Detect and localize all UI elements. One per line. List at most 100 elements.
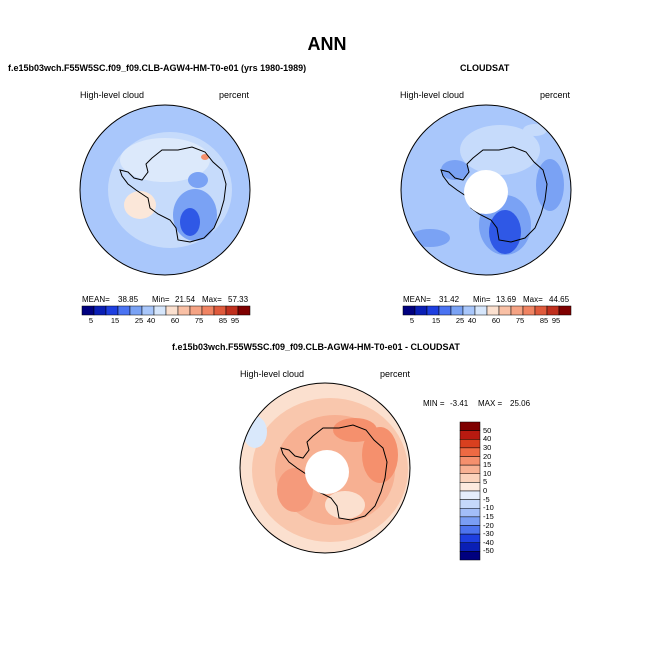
panel1-max-label: Max= bbox=[202, 295, 222, 304]
colorbar-swatch bbox=[459, 490, 481, 500]
panel1-contour-peach bbox=[124, 191, 156, 219]
panel2-max-value: 44.65 bbox=[549, 295, 570, 304]
panel3-title: f.e15b03wch.F55W5SC.f09_f09.CLB-AGW4-HM-… bbox=[172, 342, 460, 352]
colorbar-tick-label: 25 bbox=[455, 316, 465, 325]
colorbar-swatch bbox=[546, 305, 560, 316]
colorbar-swatch bbox=[129, 305, 143, 316]
panel2-mean-label: MEAN= bbox=[403, 295, 431, 304]
panel3-map-border bbox=[239, 382, 411, 554]
colorbar-swatch bbox=[459, 525, 481, 535]
colorbar-swatch bbox=[237, 305, 251, 316]
colorbar-tick-label: 95 bbox=[230, 316, 240, 325]
colorbar-swatch bbox=[402, 305, 416, 316]
panel1-contour-pale-top bbox=[120, 138, 210, 182]
colorbar-swatch bbox=[177, 305, 191, 316]
colorbar-swatch bbox=[459, 456, 481, 466]
colorbar-tick-label: 60 bbox=[170, 316, 180, 325]
panel1-variable-label: High-level cloud bbox=[80, 90, 145, 100]
colorbar-swatch bbox=[189, 305, 203, 316]
panel2-contour-west bbox=[410, 229, 450, 247]
colorbar-swatch bbox=[462, 305, 476, 316]
colorbar-swatch bbox=[474, 305, 488, 316]
colorbar-swatch bbox=[459, 421, 481, 431]
panel3-max-label: MAX = bbox=[478, 399, 503, 408]
colorbar-swatch bbox=[213, 305, 227, 316]
colorbar-swatch bbox=[459, 439, 481, 449]
panel1-contour-deep-blue bbox=[180, 208, 200, 236]
colorbar-swatch bbox=[459, 473, 481, 483]
panel3-colorbar bbox=[459, 421, 481, 561]
colorbar-tick-label: 5 bbox=[409, 316, 415, 325]
panel2-map-border bbox=[400, 104, 572, 276]
colorbar-swatch bbox=[153, 305, 167, 316]
colorbar-swatch bbox=[459, 533, 481, 543]
colorbar-tick-label: -30 bbox=[483, 529, 494, 539]
panel1-contour-small-blue bbox=[188, 172, 208, 188]
colorbar-swatch bbox=[459, 464, 481, 474]
colorbar-swatch bbox=[459, 447, 481, 457]
colorbar-swatch bbox=[558, 305, 572, 316]
colorbar-swatch bbox=[105, 305, 119, 316]
panel2-min-value: 13.69 bbox=[496, 295, 517, 304]
panel3-map bbox=[240, 383, 410, 553]
colorbar-swatch bbox=[450, 305, 464, 316]
colorbar-swatch bbox=[81, 305, 95, 316]
colorbar-swatch bbox=[459, 430, 481, 440]
panel3-contour-pale-south bbox=[325, 491, 365, 519]
colorbar-tick-label: 15 bbox=[110, 316, 120, 325]
panel3-min-value: -3.41 bbox=[450, 399, 469, 408]
colorbar-swatch bbox=[498, 305, 512, 316]
panel3-contour-orange-west bbox=[277, 468, 313, 512]
colorbar-tick-label: 60 bbox=[491, 316, 501, 325]
panel2-map bbox=[401, 105, 571, 275]
colorbar-tick-label: 15 bbox=[431, 316, 441, 325]
panel2-polar-gap bbox=[464, 170, 508, 214]
colorbar-swatch bbox=[534, 305, 548, 316]
panel1-min-value: 21.54 bbox=[175, 295, 196, 304]
colorbar-tick-label: 30 bbox=[483, 442, 492, 452]
colorbar-tick-label: 20 bbox=[483, 451, 492, 461]
colorbar-tick-label: -5 bbox=[483, 494, 490, 504]
panel2-contour-northwest bbox=[441, 160, 469, 180]
page-title: ANN bbox=[307, 34, 347, 54]
panel2-contour-pale-ne bbox=[523, 124, 547, 136]
colorbar-tick-label: -50 bbox=[483, 546, 494, 556]
panel3-variable-label: High-level cloud bbox=[240, 369, 305, 379]
colorbar-swatch bbox=[93, 305, 107, 316]
panel1-colorbar bbox=[81, 305, 251, 316]
panel3-contour-blue-nw bbox=[243, 416, 267, 448]
panel1-mean-label: MEAN= bbox=[82, 295, 110, 304]
colorbar-swatch bbox=[459, 516, 481, 526]
colorbar-swatch bbox=[510, 305, 524, 316]
panel3-polar-gap bbox=[305, 450, 349, 494]
colorbar-swatch bbox=[165, 305, 179, 316]
panel1-map bbox=[80, 105, 250, 275]
panel3-antarctica-coastline bbox=[280, 424, 388, 521]
colorbar-swatch bbox=[459, 499, 481, 509]
colorbar-tick-label: 40 bbox=[146, 316, 156, 325]
colorbar-tick-label: 50 bbox=[483, 425, 492, 435]
colorbar-tick-label: 0 bbox=[483, 486, 488, 495]
panel1-units-label: percent bbox=[219, 90, 250, 100]
panel1-contour-red-spot bbox=[201, 154, 209, 160]
colorbar-swatch bbox=[117, 305, 131, 316]
colorbar-tick-label: 75 bbox=[515, 316, 525, 325]
colorbar-tick-label: 40 bbox=[483, 434, 492, 444]
panel2-units-label: percent bbox=[540, 90, 571, 100]
panel3-min-label: MIN = bbox=[423, 399, 445, 408]
colorbar-tick-label: 25 bbox=[134, 316, 144, 325]
colorbar-swatch bbox=[459, 508, 481, 518]
colorbar-swatch bbox=[141, 305, 155, 316]
panel3-max-value: 25.06 bbox=[510, 399, 531, 408]
panel2-max-label: Max= bbox=[523, 295, 543, 304]
colorbar-tick-label: -40 bbox=[483, 537, 494, 547]
panel2-mean-value: 31.42 bbox=[439, 295, 460, 304]
panel1-antarctica-coastline bbox=[119, 146, 227, 243]
panel2-contour-deep-south bbox=[489, 210, 521, 254]
panel3-contour-orange-east bbox=[362, 427, 398, 483]
colorbar-swatch bbox=[201, 305, 215, 316]
colorbar-swatch bbox=[459, 542, 481, 552]
panel2-colorbar bbox=[402, 305, 572, 316]
panel1-title: f.e15b03wch.F55W5SC.f09_f09.CLB-AGW4-HM-… bbox=[8, 63, 307, 73]
